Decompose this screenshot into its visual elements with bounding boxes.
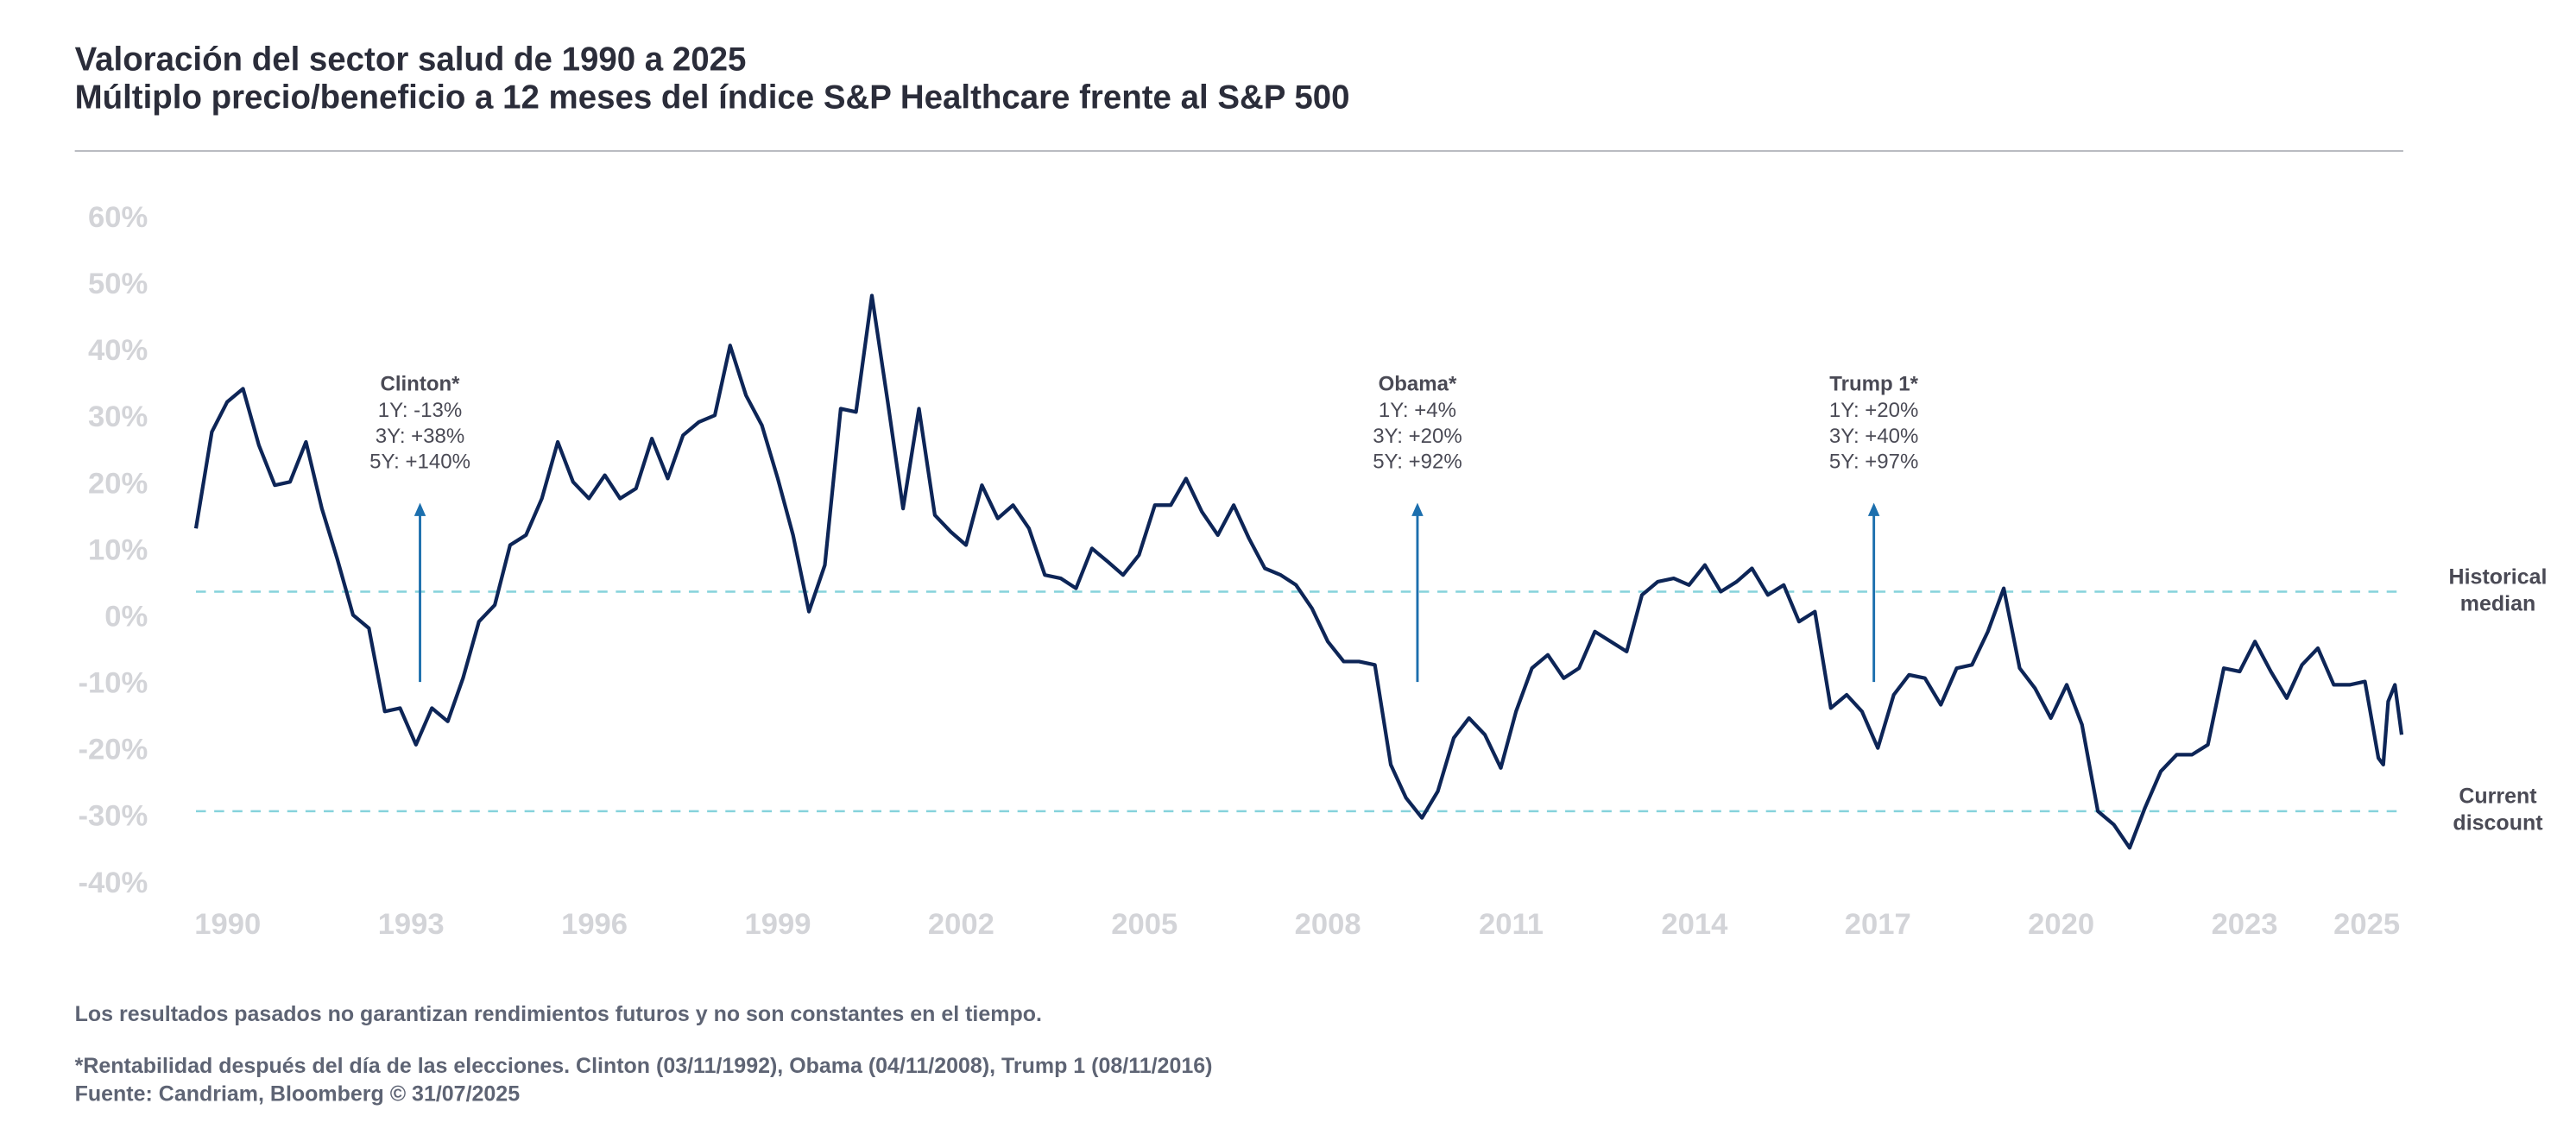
- x-tick-label: 2023: [2212, 908, 2278, 941]
- annotation-title: Trump 1*: [1829, 372, 1918, 395]
- annotation-line: 5Y: +92%: [1373, 451, 1462, 474]
- arrow-head: [1867, 502, 1880, 516]
- annotation-line: 3Y: +38%: [376, 425, 465, 448]
- y-tick-label: 40%: [88, 334, 148, 367]
- annotation-line: 1Y: +4%: [1379, 399, 1456, 422]
- y-tick-label: -40%: [78, 867, 148, 899]
- annotation-title: Clinton*: [381, 372, 461, 395]
- x-tick-label: 2014: [1661, 908, 1728, 941]
- x-tick-label: 2020: [2028, 908, 2094, 941]
- annotation-line: 5Y: +140%: [369, 451, 470, 474]
- x-tick-label: 1990: [194, 908, 261, 941]
- annotation-line: 1Y: -13%: [378, 399, 462, 422]
- x-tick-label: 2017: [1845, 908, 1911, 941]
- note: Los resultados pasados no garantizan ren…: [75, 1002, 1042, 1026]
- annotation-line: 1Y: +20%: [1829, 399, 1919, 422]
- x-tick-label: 1993: [378, 908, 445, 941]
- x-tick-label: 1996: [561, 908, 628, 941]
- annotation-title: Obama*: [1379, 372, 1457, 395]
- y-tick-label: -20%: [78, 734, 148, 766]
- reference-label-box: Historical median: [2448, 563, 2548, 615]
- arrow-head: [414, 502, 426, 516]
- annotation-line: 3Y: +40%: [1829, 425, 1919, 448]
- source: Fuente: Candriam, Bloomberg © 31/07/2025: [75, 1081, 521, 1106]
- y-tick-label: -30%: [78, 800, 148, 833]
- y-tick-label: 0%: [104, 600, 148, 633]
- x-tick-label: 2025: [2333, 908, 2400, 941]
- annotation-line: 5Y: +97%: [1829, 451, 1919, 474]
- data-line: [193, 293, 2404, 850]
- reference-label: Historical median: [2448, 563, 2548, 615]
- chart-subtitle: Múltiplo precio/beneficio a 12 meses del…: [75, 79, 1350, 117]
- chart-title: Valoración del sector salud de 1990 a 20…: [75, 41, 747, 78]
- x-tick-label: 2002: [928, 908, 994, 941]
- reference-label: Current discount: [2453, 783, 2543, 835]
- footnote: *Rentabilidad después del día de las ele…: [75, 1054, 1213, 1078]
- y-tick-label: 50%: [88, 268, 148, 300]
- reference-label-box: Current discount: [2453, 783, 2543, 835]
- y-tick-label: 20%: [88, 467, 148, 500]
- y-tick-label: 30%: [88, 400, 148, 433]
- arrow-head: [1411, 502, 1424, 516]
- x-tick-label: 2011: [1479, 908, 1544, 941]
- annotation-line: 3Y: +20%: [1373, 425, 1462, 448]
- y-tick-label: -10%: [78, 667, 148, 700]
- y-tick-label: 10%: [88, 533, 148, 566]
- x-tick-label: 2008: [1295, 908, 1361, 941]
- y-tick-label: 60%: [88, 201, 148, 234]
- x-tick-label: 2005: [1111, 908, 1178, 941]
- x-tick-label: 1999: [744, 908, 811, 941]
